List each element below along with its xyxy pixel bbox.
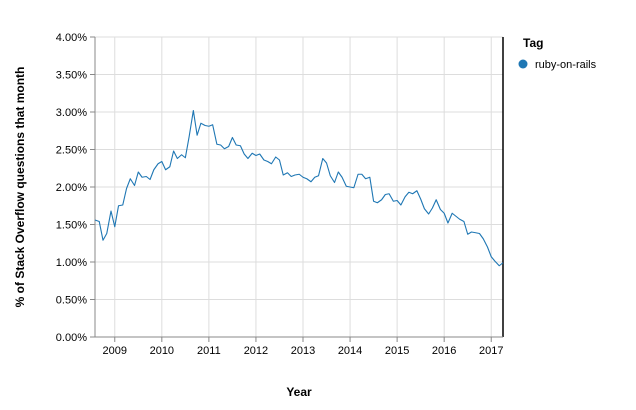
- x-tick-label: 2014: [338, 345, 362, 357]
- x-tick-label: 2017: [479, 345, 503, 357]
- y-axis-title: % of Stack Overflow questions that month: [13, 67, 27, 308]
- x-axis-title: Year: [286, 385, 312, 399]
- legend-label: ruby-on-rails: [535, 59, 597, 71]
- y-tick-label: 0.00%: [56, 332, 87, 344]
- x-tick-label: 2010: [150, 345, 174, 357]
- x-tick-label: 2012: [244, 345, 268, 357]
- legend-symbol: [518, 59, 528, 69]
- x-tick-label: 2015: [385, 345, 409, 357]
- y-axis: 0.00% 0.50% 1.00% 1.50% 2.00% 2.50% 3.00% 3.50%…: [56, 32, 96, 344]
- legend-items: ruby-on-rails: [518, 59, 597, 71]
- grid: [95, 36, 504, 338]
- y-tick-label: 2.00%: [56, 182, 87, 194]
- x-tick-label: 2013: [291, 345, 315, 357]
- y-tick-label: 1.50%: [56, 220, 87, 232]
- y-tick-label: 1.00%: [56, 257, 87, 269]
- series-line-ruby-on-rails: [94, 109, 504, 267]
- legend-title: Tag: [523, 36, 543, 50]
- y-tick-label: 2.50%: [56, 145, 87, 157]
- y-tick-label: 0.50%: [56, 295, 87, 307]
- y-tick-label: 3.00%: [56, 107, 87, 119]
- legend: Tag ruby-on-rails: [518, 36, 597, 71]
- x-tick-label: 2011: [197, 345, 221, 357]
- series-layer: [94, 109, 504, 267]
- x-tick-label: 2009: [103, 345, 127, 357]
- y-tick-label: 4.00%: [56, 32, 87, 44]
- y-tick-label: 3.50%: [56, 70, 87, 82]
- x-axis: 2009 2010 2011 2012 2013 2014 2015 2016 2017: [95, 336, 503, 357]
- x-tick-label: 2016: [432, 345, 456, 357]
